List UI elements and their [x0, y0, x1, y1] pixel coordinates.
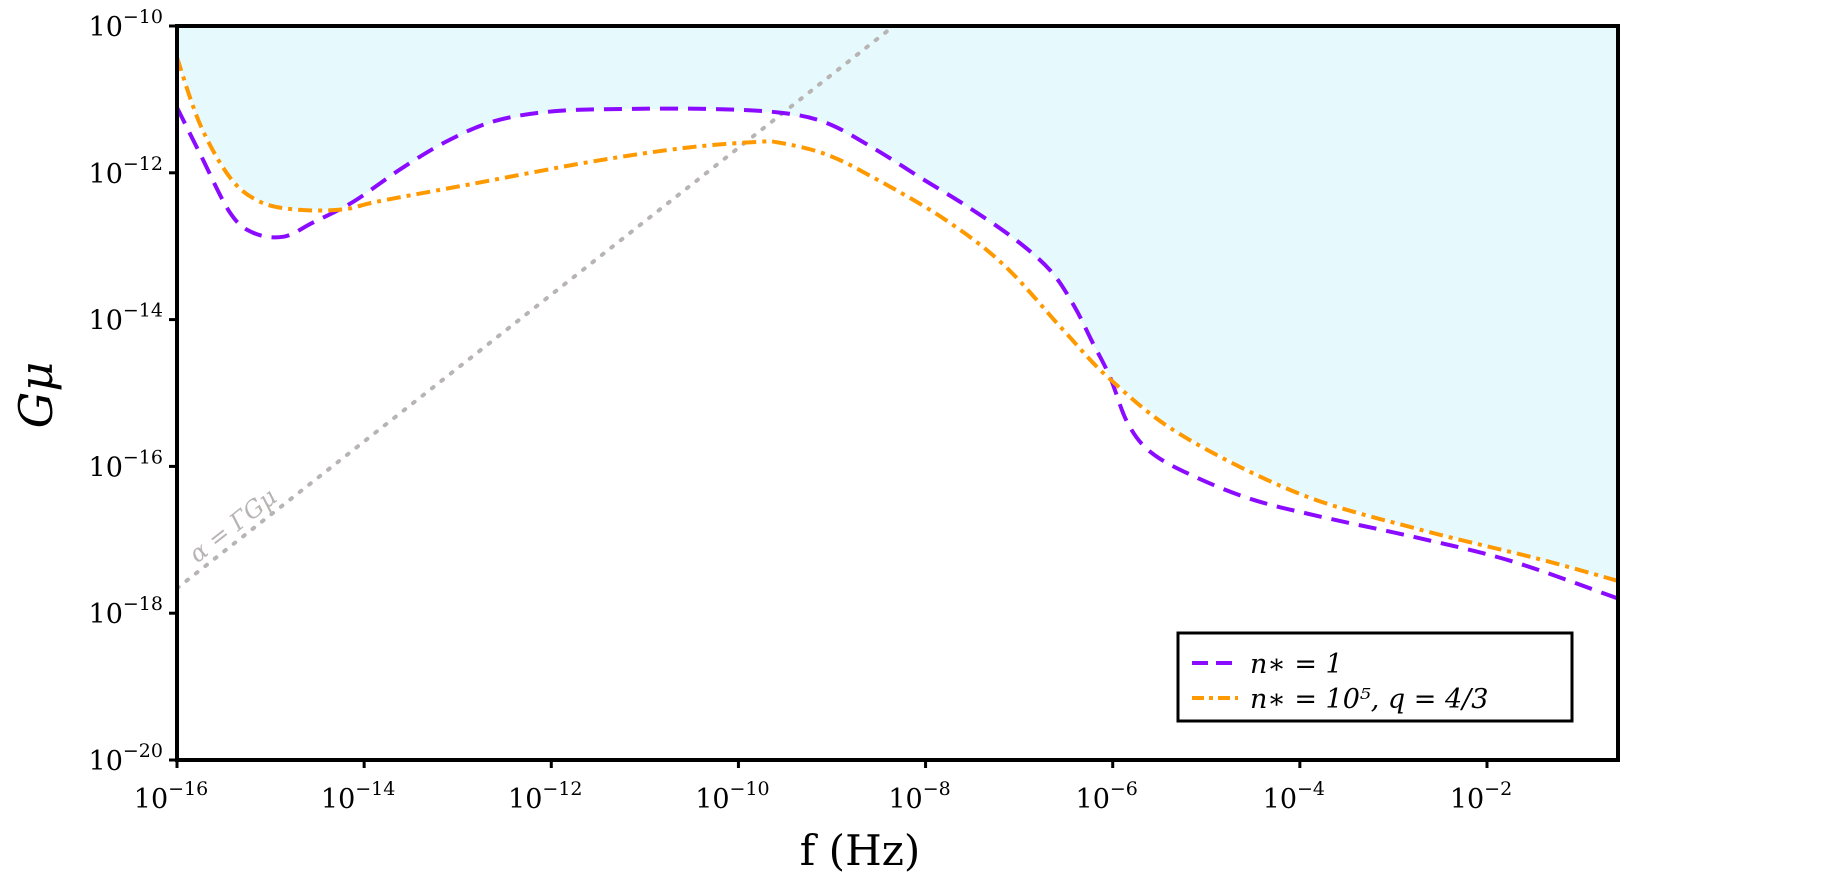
y-tick-label: 10−18 [89, 593, 163, 630]
tick-exponent: −8 [923, 778, 951, 800]
tick-exponent: −10 [730, 778, 770, 800]
tick-base: 10 [1450, 784, 1484, 815]
excluded-region [177, 26, 1618, 581]
tick-exponent: −2 [1484, 778, 1512, 800]
tick-base: 10 [89, 746, 123, 777]
x-tick-label: 10−2 [1450, 778, 1512, 815]
legend-label-n1: n∗ = 1 [1250, 649, 1343, 680]
tick-base: 10 [89, 306, 123, 337]
tick-base: 10 [888, 784, 922, 815]
tick-exponent: −16 [168, 778, 208, 800]
x-tick-label: 10−14 [321, 778, 395, 815]
tick-base: 10 [321, 784, 355, 815]
tick-exponent: −10 [123, 6, 163, 28]
legend-label-n1e5: n∗ = 10⁵, q = 4/3 [1250, 684, 1488, 715]
legend: n∗ = 1 n∗ = 10⁵, q = 4/3 [1176, 631, 1574, 723]
tick-exponent: −12 [123, 153, 163, 175]
y-tick-label: 10−20 [89, 740, 163, 777]
tick-base: 10 [695, 784, 729, 815]
x-tick-label: 10−10 [695, 778, 769, 815]
reference-line-label: α = ΓGμ [184, 483, 282, 569]
tick-exponent: −4 [1297, 778, 1325, 800]
y-tick-label: 10−10 [89, 6, 163, 43]
x-tick-label: 10−4 [1263, 778, 1325, 815]
plot-frame [175, 24, 1620, 762]
tick-exponent: −18 [123, 593, 163, 615]
tick-base: 10 [89, 159, 123, 190]
tick-base: 10 [89, 452, 123, 483]
y-axis-title: Gμ [9, 362, 63, 429]
tick-base: 10 [89, 599, 123, 630]
tick-base: 10 [1263, 784, 1297, 815]
series-line-n1 [177, 106, 1618, 601]
plot-lines [177, 26, 1618, 601]
excluded-region-fill [177, 26, 1618, 581]
reference-line-alpha [177, 26, 896, 591]
reference-line-label-group: α = ΓGμ [184, 483, 282, 569]
x-axis-ticks: 10−16 10−14 10−12 10−10 10−8 10−6 10−4 10−2 [134, 760, 1512, 815]
tick-exponent: −14 [123, 300, 163, 322]
x-axis-title: f (Hz) [800, 826, 920, 875]
tick-exponent: −12 [542, 778, 582, 800]
series-line-n1e5-q4-3 [177, 56, 1618, 583]
tick-exponent: −16 [123, 446, 163, 468]
y-tick-label: 10−16 [89, 446, 163, 483]
tick-base: 10 [508, 784, 542, 815]
x-tick-label: 10−16 [134, 778, 208, 815]
tick-base: 10 [1076, 784, 1110, 815]
y-tick-label: 10−12 [89, 153, 163, 190]
legend-box [1176, 631, 1574, 723]
y-tick-label: 10−14 [89, 300, 163, 337]
x-tick-label: 10−8 [888, 778, 950, 815]
tick-exponent: −14 [355, 778, 395, 800]
tick-exponent: −6 [1110, 778, 1138, 800]
x-tick-label: 10−6 [1076, 778, 1138, 815]
x-tick-label: 10−12 [508, 778, 582, 815]
tick-base: 10 [89, 12, 123, 43]
tick-base: 10 [134, 784, 168, 815]
tick-exponent: −20 [123, 740, 163, 762]
